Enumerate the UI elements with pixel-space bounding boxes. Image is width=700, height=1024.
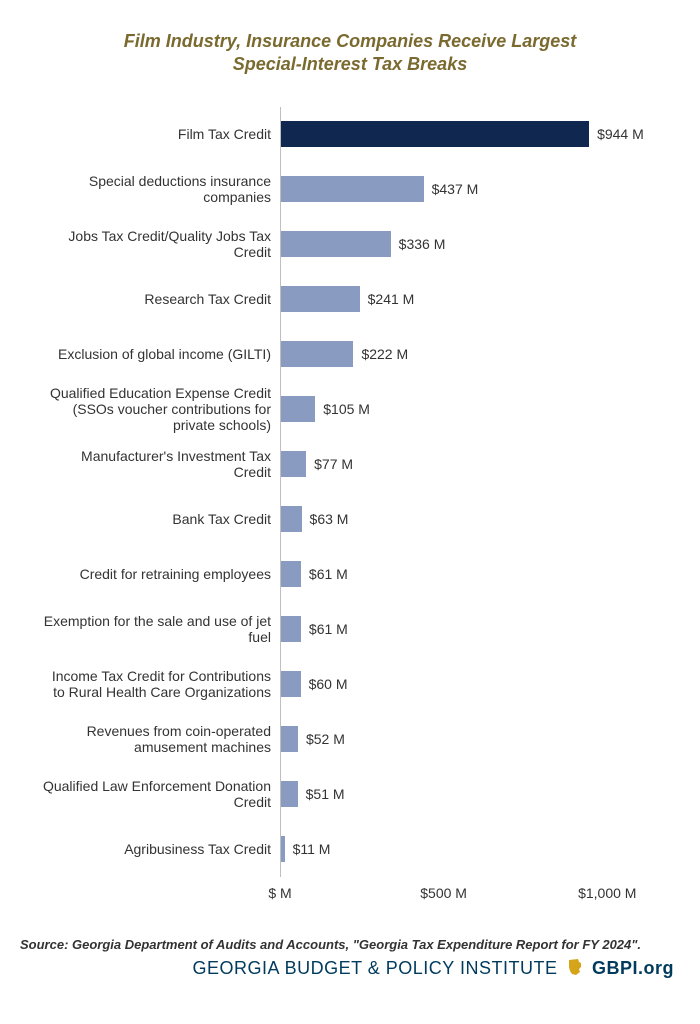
bar-label: Special deductions insurance companies	[41, 173, 281, 205]
bar-value: $11 M	[293, 841, 331, 857]
bar-value: $944 M	[597, 126, 644, 142]
x-tick: $500 M	[420, 885, 467, 901]
x-tick: $1,000 M	[578, 885, 636, 901]
bar	[281, 671, 301, 697]
bar-row: Exemption for the sale and use of jet fu…	[281, 602, 640, 657]
bar-label: Research Tax Credit	[41, 291, 281, 307]
chart-title: Film Industry, Insurance Companies Recei…	[60, 30, 640, 77]
bar-value: $51 M	[306, 786, 345, 802]
bar-row: Jobs Tax Credit/Quality Jobs Tax Credit$…	[281, 217, 640, 272]
bar	[281, 836, 285, 862]
bar-row: Qualified Law Enforcement Donation Credi…	[281, 767, 640, 822]
bar-row: Agribusiness Tax Credit$11 M	[281, 822, 640, 877]
bar-value: $52 M	[306, 731, 345, 747]
bar-label: Manufacturer's Investment Tax Credit	[41, 448, 281, 480]
bar-label: Exemption for the sale and use of jet fu…	[41, 613, 281, 645]
bar-row: Research Tax Credit$241 M	[281, 272, 640, 327]
bar	[281, 286, 360, 312]
bar-value: $241 M	[368, 291, 415, 307]
bar	[281, 726, 298, 752]
bar-row: Revenues from coin-operated amusement ma…	[281, 712, 640, 767]
bar	[281, 781, 298, 807]
bar-label: Qualified Education Expense Credit (SSOs…	[41, 385, 281, 433]
bar	[281, 506, 302, 532]
bar-label: Revenues from coin-operated amusement ma…	[41, 723, 281, 755]
footer-site: GBPI.org	[592, 958, 674, 978]
x-tick: $ M	[268, 885, 291, 901]
plot-area: Film Tax Credit$944 MSpecial deductions …	[280, 107, 640, 877]
bar	[281, 231, 391, 257]
chart-title-line1: Film Industry, Insurance Companies Recei…	[124, 31, 576, 51]
bar	[281, 341, 353, 367]
bar-value: $60 M	[309, 676, 348, 692]
bar-label: Exclusion of global income (GILTI)	[41, 346, 281, 362]
bar	[281, 396, 315, 422]
bar-label: Agribusiness Tax Credit	[41, 841, 281, 857]
bar-row: Film Tax Credit$944 M	[281, 107, 640, 162]
source-note: Source: Georgia Department of Audits and…	[20, 937, 680, 952]
bar-label: Jobs Tax Credit/Quality Jobs Tax Credit	[41, 228, 281, 260]
bar-value: $336 M	[399, 236, 446, 252]
bar	[281, 561, 301, 587]
bar-value: $105 M	[323, 401, 370, 417]
bar-chart: Film Tax Credit$944 MSpecial deductions …	[30, 107, 670, 927]
page: Film Industry, Insurance Companies Recei…	[0, 0, 700, 1024]
bar-row: Bank Tax Credit$63 M	[281, 492, 640, 547]
chart-title-line2: Special-Interest Tax Breaks	[233, 54, 467, 74]
bar-label: Film Tax Credit	[41, 126, 281, 142]
bar-row: Qualified Education Expense Credit (SSOs…	[281, 382, 640, 437]
bar-value: $77 M	[314, 456, 353, 472]
bar-row: Manufacturer's Investment Tax Credit$77 …	[281, 437, 640, 492]
bar-row: Income Tax Credit for Contributions to R…	[281, 657, 640, 712]
bar-row: Credit for retraining employees$61 M	[281, 547, 640, 602]
bar-label: Qualified Law Enforcement Donation Credi…	[41, 778, 281, 810]
bar	[281, 451, 306, 477]
bar-value: $63 M	[310, 511, 349, 527]
georgia-icon	[567, 958, 583, 976]
bar-value: $61 M	[309, 621, 348, 637]
x-axis: $ M$500 M$1,000 M	[280, 877, 640, 927]
footer-org: GEORGIA BUDGET & POLICY INSTITUTE	[193, 958, 558, 978]
bar-row: Exclusion of global income (GILTI)$222 M	[281, 327, 640, 382]
bar-label: Income Tax Credit for Contributions to R…	[41, 668, 281, 700]
bar	[281, 176, 424, 202]
footer: GEORGIA BUDGET & POLICY INSTITUTE GBPI.o…	[20, 958, 680, 987]
bar-value: $61 M	[309, 566, 348, 582]
bar-value: $437 M	[432, 181, 479, 197]
bar-label: Credit for retraining employees	[41, 566, 281, 582]
bar	[281, 616, 301, 642]
bar-label: Bank Tax Credit	[41, 511, 281, 527]
bar-row: Special deductions insurance companies$4…	[281, 162, 640, 217]
bar-value: $222 M	[361, 346, 408, 362]
bar	[281, 121, 589, 147]
bar-rows: Film Tax Credit$944 MSpecial deductions …	[281, 107, 640, 877]
